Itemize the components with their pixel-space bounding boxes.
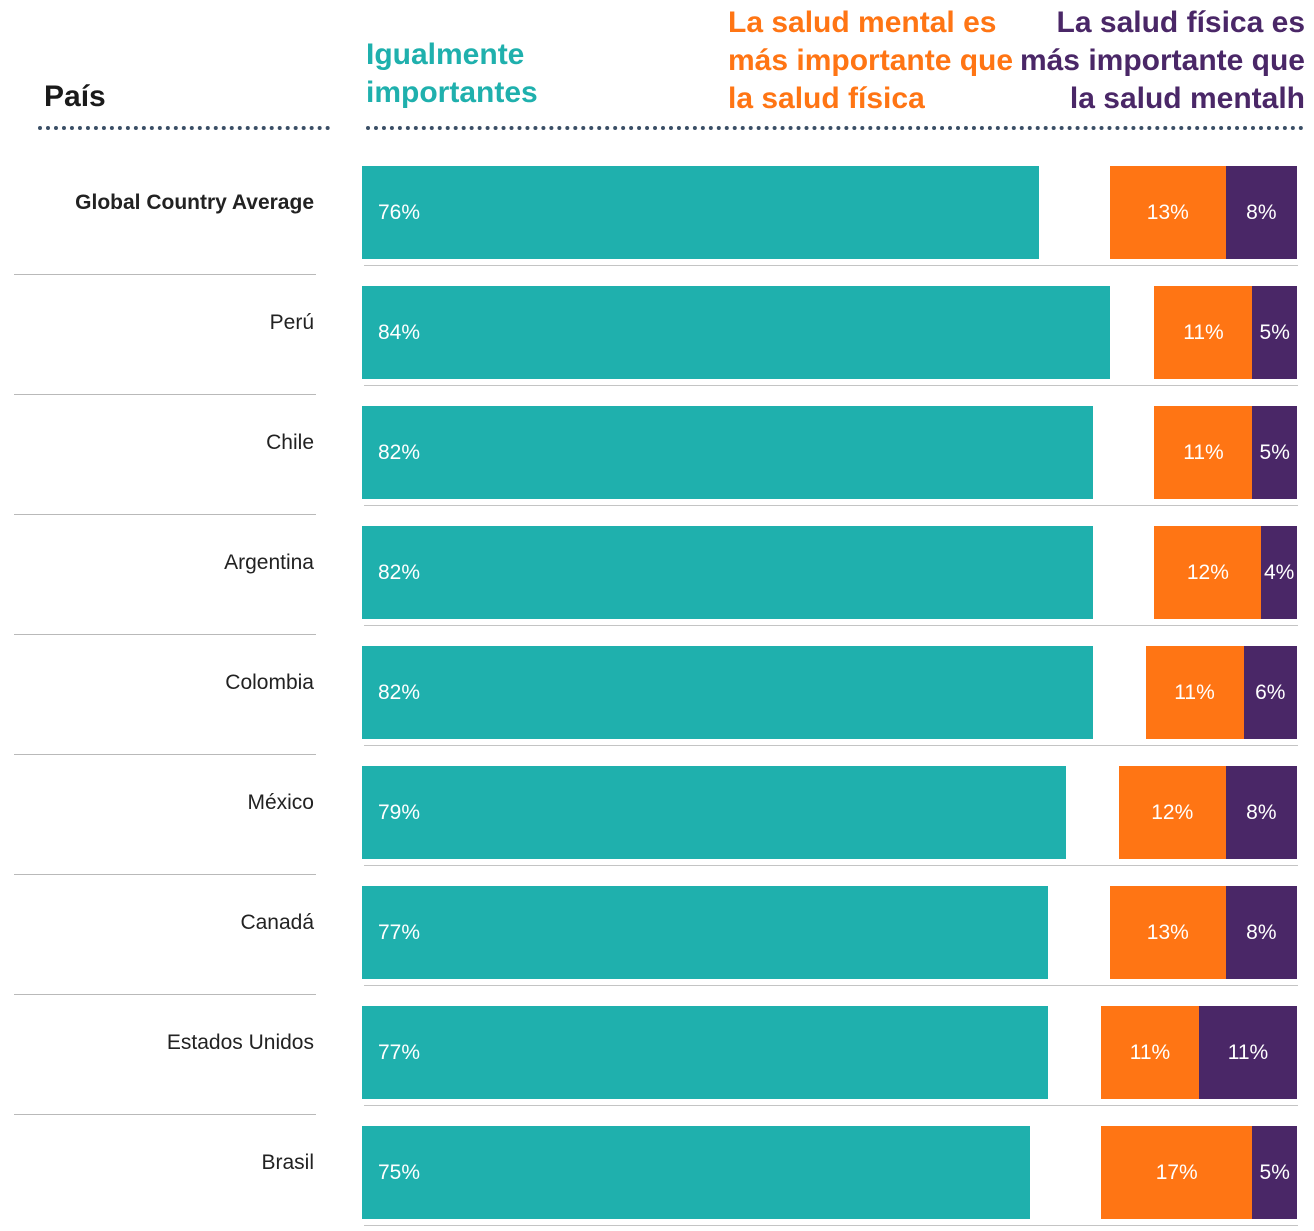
data-label-mental-more: 11% <box>1129 1040 1171 1064</box>
row-divider <box>14 1114 316 1115</box>
bar-segment-physical-more <box>1243 646 1297 739</box>
legend-mental-more-important: La salud mental es más importante que la… <box>728 6 1014 115</box>
bar-baseline <box>364 745 1298 746</box>
row-divider <box>14 994 316 995</box>
country-label: Estados Unidos <box>166 1030 314 1054</box>
bar-segment-equal <box>362 766 1066 859</box>
data-label-physical-more: 5% <box>1259 440 1290 464</box>
bar-segment-equal <box>362 1006 1049 1099</box>
bar-segment-equal <box>362 406 1093 499</box>
header-divider-right <box>366 126 1304 130</box>
data-label-physical-more: 8% <box>1246 800 1277 824</box>
data-label-equal: 79% <box>378 800 421 824</box>
bar-baseline <box>364 985 1298 986</box>
row-divider <box>14 754 316 755</box>
row-divider <box>14 874 316 875</box>
bar-segment-mental-more <box>1100 1006 1199 1099</box>
bar-segment-physical-more <box>1225 166 1297 259</box>
data-label-physical-more: 11% <box>1227 1040 1269 1064</box>
country-label: Chile <box>266 430 314 454</box>
country-label: Perú <box>269 310 314 334</box>
bar-baseline <box>364 1225 1298 1226</box>
bar-baseline <box>364 385 1298 386</box>
row-divider <box>14 394 316 395</box>
bar-baseline <box>364 265 1298 266</box>
bar-segment-physical-more <box>1261 526 1297 619</box>
data-label-physical-more: 5% <box>1259 320 1290 344</box>
bar-segment-mental-more <box>1154 406 1253 499</box>
data-label-equal: 77% <box>378 1040 421 1064</box>
country-label: Canadá <box>240 910 314 934</box>
data-label-physical-more: 8% <box>1246 200 1277 224</box>
data-label-physical-more: 4% <box>1263 560 1295 584</box>
bar-segment-mental-more <box>1100 1126 1253 1219</box>
country-label: México <box>247 790 314 814</box>
bar-segment-mental-more <box>1118 766 1226 859</box>
data-label-mental-more: 12% <box>1186 560 1229 584</box>
country-label: Brasil <box>261 1150 314 1174</box>
country-column-header: País <box>44 80 106 113</box>
data-label-mental-more: 12% <box>1151 800 1194 824</box>
data-label-physical-more: 6% <box>1255 680 1286 704</box>
country-label: Global Country Average <box>75 190 314 214</box>
bar-segment-physical-more <box>1225 766 1297 859</box>
bar-segment-mental-more <box>1109 886 1226 979</box>
data-label-equal: 82% <box>378 440 421 464</box>
bar-baseline <box>364 865 1298 866</box>
bar-segment-physical-more <box>1252 286 1297 379</box>
row-divider <box>14 514 316 515</box>
bar-segment-equal <box>362 886 1049 979</box>
bar-segment-equal <box>362 286 1111 379</box>
data-label-mental-more: 11% <box>1174 680 1215 704</box>
data-label-mental-more: 13% <box>1146 200 1189 224</box>
bar-baseline <box>364 1105 1298 1106</box>
bar-segment-equal <box>362 526 1093 619</box>
bar-segment-equal <box>362 166 1040 259</box>
data-label-equal: 84% <box>378 320 421 344</box>
bar-segment-physical-more <box>1252 406 1297 499</box>
bar-segment-physical-more <box>1252 1126 1297 1219</box>
bar-segment-mental-more <box>1154 286 1253 379</box>
data-label-equal: 76% <box>378 200 421 224</box>
country-label: Colombia <box>225 670 314 694</box>
bar-segment-equal <box>362 1126 1031 1219</box>
data-label-physical-more: 5% <box>1259 1160 1290 1184</box>
data-label-mental-more: 11% <box>1183 320 1224 344</box>
bar-segment-physical-more <box>1225 886 1297 979</box>
legend-physical-more-important: La salud física es más importante que la… <box>1019 6 1305 115</box>
bar-segment-physical-more <box>1198 1006 1297 1099</box>
bar-segment-mental-more <box>1145 646 1244 739</box>
bar-segment-mental-more <box>1154 526 1262 619</box>
row-divider <box>14 274 316 275</box>
bar-segment-equal <box>362 646 1093 739</box>
bar-baseline <box>364 505 1298 506</box>
bar-baseline <box>364 625 1298 626</box>
data-label-mental-more: 17% <box>1155 1160 1198 1184</box>
bar-segment-mental-more <box>1109 166 1226 259</box>
header-divider-left <box>38 126 330 130</box>
data-label-equal: 82% <box>378 680 421 704</box>
row-divider <box>14 634 316 635</box>
data-label-equal: 82% <box>378 560 421 584</box>
data-label-equal: 77% <box>378 920 421 944</box>
data-label-equal: 75% <box>378 1160 421 1184</box>
legend-equal-importance: Igualmente importantes <box>366 38 538 109</box>
data-label-physical-more: 8% <box>1246 920 1277 944</box>
country-label: Argentina <box>224 550 314 574</box>
data-label-mental-more: 11% <box>1183 440 1224 464</box>
data-label-mental-more: 13% <box>1146 920 1189 944</box>
